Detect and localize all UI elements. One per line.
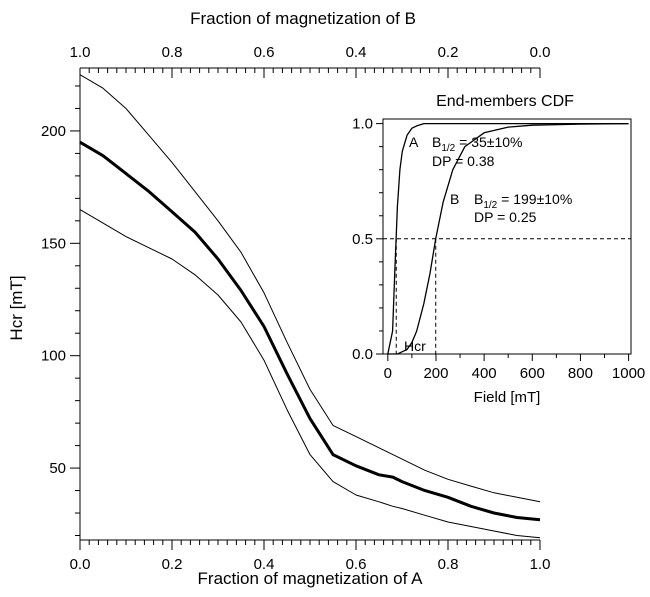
series-b-cdf-line <box>387 122 629 355</box>
inset-series <box>383 122 631 355</box>
x-tick-label: 0.2 <box>162 556 183 573</box>
x-tick-label: 0.0 <box>70 556 91 573</box>
inset-x-tick-label: 1000 <box>612 365 645 382</box>
y-axis-label: Hcr [mT] <box>7 275 26 340</box>
x-tick-label: 0.6 <box>346 556 367 573</box>
inset-x-tick-label: 0 <box>384 365 392 382</box>
main-plot: 0.0 0.2 0.4 0.6 0.8 1.0 1.0 0.8 0.6 0.4 0.2 0.0 50 10… <box>7 9 550 588</box>
inset-x-tick-label: 600 <box>520 365 545 382</box>
series-b-b-half: B1/2 = 199±10% <box>474 191 572 211</box>
x2-tick-label: 0.2 <box>438 44 459 61</box>
x-tick-label: 1.0 <box>530 556 551 573</box>
series-upper-line <box>79 74 541 503</box>
y-tick-label: 200 <box>41 123 66 140</box>
x2-tick-label: 0.8 <box>162 44 183 61</box>
inset-plot: End-members CDF 0 200 400 600 800 1000 0.0 0.5 1… <box>352 93 645 406</box>
y-tick-label: 50 <box>49 460 66 477</box>
y-tick-label: 100 <box>41 348 66 365</box>
x-tick-label: 0.8 <box>438 556 459 573</box>
x-axis-label: Fraction of magnetization of A <box>198 569 424 588</box>
series-a-letter: A <box>409 134 419 150</box>
series-b-letter: B <box>450 191 459 207</box>
inset-y-tick-label: 0.5 <box>352 231 373 248</box>
inset-x-axis-label: Field [mT] <box>474 389 541 406</box>
inset-x-tick-label: 800 <box>568 365 593 382</box>
series-lower-line <box>79 209 541 539</box>
x2-tick-label: 0.0 <box>530 44 551 61</box>
inset-background <box>382 118 632 355</box>
inset-ticks: 0 200 400 600 800 1000 0.0 0.5 1.0 <box>352 116 645 382</box>
inset-x-tick-label: 200 <box>423 365 448 382</box>
inset-title: End-members CDF <box>436 93 574 110</box>
inset-y-tick-label: 1.0 <box>352 116 373 133</box>
x2-tick-label: 1.0 <box>70 44 91 61</box>
x-tick-label: 0.4 <box>254 556 275 573</box>
top-axis-label: Fraction of magnetization of B <box>190 9 416 28</box>
series-a-dp: DP = 0.38 <box>432 153 495 169</box>
series-a-b-half: B1/2 = 35±10% <box>432 134 522 154</box>
hcr-label: Hcr <box>404 338 426 354</box>
y-tick-label: 150 <box>41 235 66 252</box>
series-b-dp: DP = 0.25 <box>474 209 537 225</box>
inset-y-tick-label: 0.0 <box>352 346 373 363</box>
x2-tick-label: 0.6 <box>254 44 275 61</box>
x2-tick-label: 0.4 <box>346 44 367 61</box>
series-median-line <box>79 140 541 522</box>
series-a-cdf-line <box>387 122 629 355</box>
main-series <box>79 74 541 539</box>
main-ticks: 0.0 0.2 0.4 0.6 0.8 1.0 1.0 0.8 0.6 0.4 0.2 0.0 50 10… <box>41 44 550 573</box>
inset-x-tick-label: 400 <box>472 365 497 382</box>
